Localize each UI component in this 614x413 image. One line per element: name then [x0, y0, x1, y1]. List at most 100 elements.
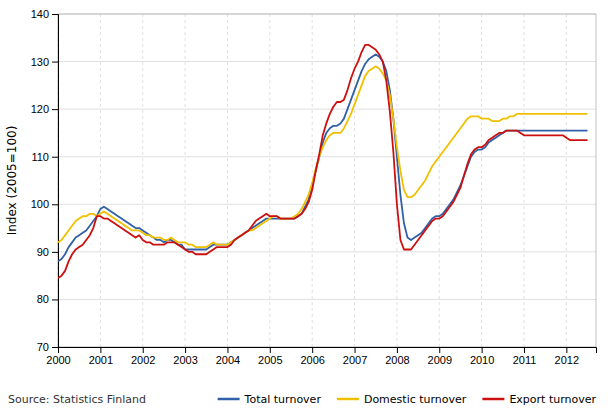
grid-line-x	[523, 14, 524, 347]
legend-swatch	[218, 398, 240, 401]
tick-mark	[100, 347, 101, 353]
series-line	[58, 66, 588, 247]
grid-line-y	[58, 156, 596, 157]
grid-line-x	[185, 14, 186, 347]
tick: 140	[31, 8, 58, 20]
tick-mark	[52, 347, 58, 348]
grid-line-y	[58, 204, 596, 205]
tick: 2012	[555, 347, 579, 366]
tick-label: 2004	[216, 354, 240, 366]
tick-mark	[52, 252, 58, 253]
tick: 130	[31, 56, 58, 68]
legend-item: Total turnover	[218, 393, 322, 406]
tick-label: 2001	[89, 354, 113, 366]
tick-mark	[397, 347, 398, 353]
tick-mark	[52, 204, 58, 205]
grid-line-x	[354, 14, 355, 347]
tick: 2005	[258, 347, 282, 366]
tick-mark	[355, 347, 356, 353]
tick: 2007	[343, 347, 367, 366]
tick: 70	[37, 341, 58, 353]
tick: 2003	[173, 347, 197, 366]
tick-label: 2000	[46, 354, 70, 366]
tick-label: 2005	[258, 354, 282, 366]
tick-mark	[52, 299, 58, 300]
tick-mark	[270, 347, 271, 353]
series-line	[58, 45, 588, 278]
tick-mark	[143, 347, 144, 353]
grid-line-x	[439, 14, 440, 347]
legend-item: Domestic turnover	[337, 393, 467, 406]
tick: 2011	[513, 347, 537, 366]
tick-label: 2010	[470, 354, 494, 366]
tick-mark	[227, 347, 228, 353]
tick-mark	[439, 347, 440, 353]
grid-line-y	[58, 109, 596, 110]
y-axis: 70 80 90 100 110 120 130 140	[31, 8, 59, 353]
tick-label: 2012	[555, 354, 579, 366]
plot-area: 2000 2001 2002 2003 2004 2005 2006 2007 2008 2009…	[31, 8, 597, 366]
tick: 110	[31, 151, 58, 163]
tick-mark	[566, 347, 567, 353]
grid-line-x	[142, 14, 143, 347]
tick: 2010	[470, 347, 494, 366]
tick-label: 2009	[428, 354, 452, 366]
tick-mark	[52, 109, 58, 110]
legend-swatch	[337, 398, 359, 401]
series-group	[58, 45, 588, 278]
grid-line-x	[481, 14, 482, 347]
tick-label: 2007	[343, 354, 367, 366]
series-line	[58, 54, 588, 261]
tick: 100	[31, 198, 58, 210]
grid-line-x	[566, 14, 567, 347]
tick-label: 2002	[131, 354, 155, 366]
grid-line-x	[227, 14, 228, 347]
grid-line-y	[58, 61, 596, 62]
legend-swatch	[482, 398, 504, 401]
source-note: Source: Statistics Finland	[8, 393, 146, 406]
tick-label: 2011	[513, 354, 537, 366]
grid-line-x	[269, 14, 270, 347]
tick: 80	[37, 293, 58, 305]
tick-label: 110	[31, 151, 49, 163]
grid	[58, 14, 596, 347]
grid-line-x	[396, 14, 397, 347]
legend-label: Domestic turnover	[364, 393, 467, 406]
tick-label: 2008	[385, 354, 409, 366]
axis-line	[52, 15, 59, 348]
tick: 2008	[385, 347, 409, 366]
tick: 90	[37, 246, 58, 258]
grid-line-y	[58, 299, 596, 300]
tick-label: 70	[37, 341, 49, 353]
legend-label: Export turnover	[509, 393, 596, 406]
legend: Total turnover Domestic turnover Export tu…	[218, 393, 597, 406]
tick: 2000	[46, 347, 70, 366]
grid-line-y	[58, 251, 596, 252]
tick: 2009	[428, 347, 452, 366]
tick-label: 90	[37, 246, 49, 258]
tick-mark	[482, 347, 483, 353]
tick: 2002	[131, 347, 155, 366]
tick-mark	[52, 62, 58, 63]
tick-mark	[524, 347, 525, 353]
plot-frame	[58, 14, 596, 347]
tick-mark	[52, 14, 58, 15]
tick-label: 100	[31, 198, 49, 210]
grid-line-x	[100, 14, 101, 347]
tick: 2004	[216, 347, 240, 366]
legend-item: Export turnover	[482, 393, 596, 406]
axis-line	[59, 348, 597, 354]
tick-label: 140	[31, 8, 49, 20]
tick-label: 2003	[173, 354, 197, 366]
y-axis-label: Index (2005=100)	[5, 126, 19, 236]
x-axis: 2000 2001 2002 2003 2004 2005 2006 2007 2008 2009…	[46, 347, 596, 366]
tick-label: 130	[31, 56, 49, 68]
tick: 120	[31, 103, 58, 115]
tick-label: 120	[31, 103, 49, 115]
chart-container: 2000 2001 2002 2003 2004 2005 2006 2007 2008 2009…	[0, 0, 614, 413]
tick-label: 2006	[300, 354, 324, 366]
tick-mark	[312, 347, 313, 353]
chart-svg: 2000 2001 2002 2003 2004 2005 2006 2007 2008 2009…	[0, 0, 614, 413]
tick-mark	[185, 347, 186, 353]
tick: 2006	[300, 347, 324, 366]
